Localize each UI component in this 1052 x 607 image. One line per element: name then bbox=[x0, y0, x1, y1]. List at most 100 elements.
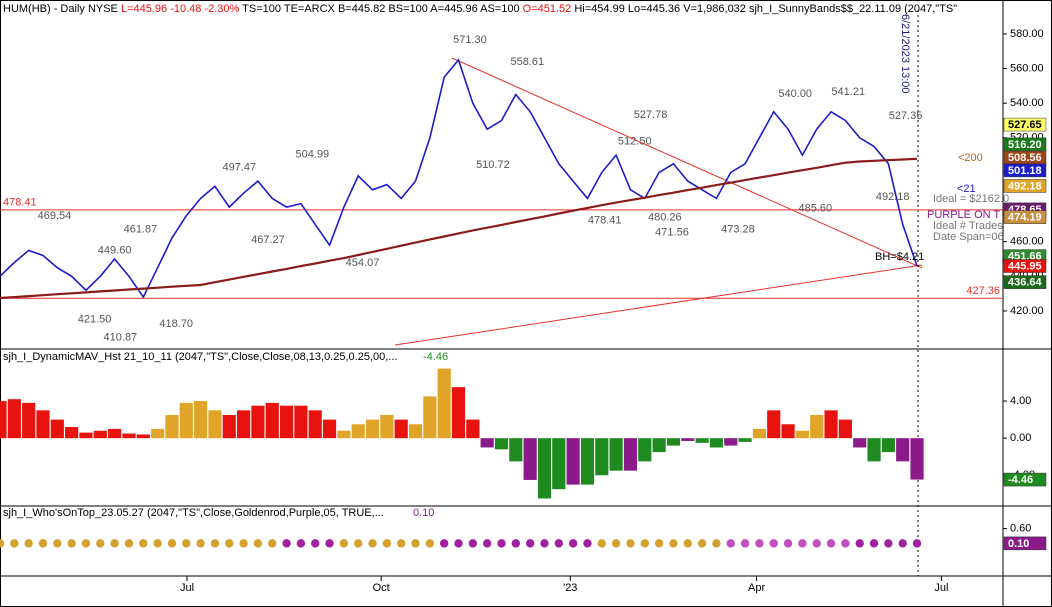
hist-bar bbox=[537, 438, 552, 499]
hist-bar bbox=[810, 414, 824, 439]
axis-marker bbox=[1003, 117, 1047, 132]
state-dot bbox=[268, 539, 277, 548]
hist-bar bbox=[896, 438, 910, 462]
hist-bar bbox=[36, 410, 50, 439]
state-dot bbox=[654, 539, 664, 548]
header-part: L=445.96 -10.48 -2.30% bbox=[121, 3, 240, 15]
price-line bbox=[0, 58, 918, 299]
hist-bar bbox=[509, 438, 523, 462]
state-dot bbox=[511, 539, 521, 548]
hist-bar bbox=[337, 430, 351, 439]
state-dot bbox=[397, 539, 406, 548]
state-dot bbox=[0, 539, 5, 548]
pivot-label: 571.30 bbox=[453, 34, 487, 46]
state-dot bbox=[182, 539, 191, 548]
pivot-label: 527.35 bbox=[889, 110, 923, 122]
state-dot bbox=[124, 539, 134, 548]
hist-bar bbox=[638, 438, 652, 462]
x-tick-label: Oct bbox=[373, 582, 390, 594]
state-dot bbox=[826, 539, 836, 548]
hist-bar bbox=[294, 405, 308, 439]
state-dot bbox=[38, 539, 48, 548]
axis-marker-label: -4.46 bbox=[1008, 474, 1033, 486]
note: Ideal = $2162.0 bbox=[933, 193, 1009, 205]
state-dot bbox=[368, 539, 377, 548]
hist-bar bbox=[695, 438, 709, 443]
state-dot bbox=[282, 539, 291, 548]
state-dot bbox=[311, 539, 320, 548]
axis-marker bbox=[1003, 210, 1047, 224]
state-dot bbox=[755, 539, 764, 548]
hist-bar bbox=[108, 428, 122, 439]
hist-bar bbox=[394, 419, 408, 439]
x-tick-label: Jul bbox=[180, 582, 194, 594]
state-dot bbox=[325, 539, 334, 548]
header-part: TS=100 TE=ARCX B=445.82 BS=100 A=445.96 … bbox=[239, 3, 522, 15]
panel-value: 0.10 bbox=[413, 507, 434, 519]
hist-bar bbox=[208, 410, 222, 439]
hist-bar bbox=[595, 438, 609, 476]
axis-marker-label: 492.18 bbox=[1008, 180, 1042, 192]
pivot-label: 541.21 bbox=[831, 86, 865, 98]
state-dot bbox=[425, 539, 435, 548]
axis-marker-label: 436.64 bbox=[1008, 277, 1043, 289]
state-dot bbox=[525, 539, 535, 548]
hist-bar bbox=[0, 401, 7, 439]
hist-bar bbox=[136, 434, 150, 439]
h-line-label: 478.41 bbox=[3, 197, 37, 209]
event-label: 6/21/2023 13:00 bbox=[899, 14, 911, 94]
hist-bar bbox=[867, 438, 881, 462]
state-dot bbox=[855, 539, 864, 548]
hist-bar bbox=[151, 428, 165, 439]
state-dot bbox=[67, 539, 76, 548]
header: HUM(HB) - Daily NYSE L=445.96 -10.48 -2.… bbox=[3, 3, 957, 15]
state-dot bbox=[583, 539, 592, 548]
hist-bar bbox=[251, 405, 265, 439]
pivot-label: 527.78 bbox=[634, 109, 668, 121]
hist-bar bbox=[566, 438, 580, 485]
hist-bar bbox=[451, 387, 466, 439]
hist-bar bbox=[365, 419, 380, 439]
hist-bar bbox=[22, 402, 36, 439]
hist-bar bbox=[351, 424, 365, 439]
trend-line bbox=[394, 264, 923, 346]
state-dot bbox=[354, 539, 363, 548]
state-dot bbox=[411, 539, 420, 548]
pivot-label: 454.07 bbox=[346, 257, 380, 269]
hist-bar bbox=[437, 368, 451, 439]
hist-bar bbox=[322, 419, 337, 439]
state-dot bbox=[439, 539, 449, 548]
state-dot bbox=[24, 539, 33, 548]
hist-bar bbox=[881, 438, 895, 453]
state-dot bbox=[239, 539, 248, 548]
state-dot bbox=[153, 539, 162, 548]
panel-value: -4.46 bbox=[423, 351, 448, 363]
state-dot bbox=[139, 539, 148, 548]
y-tick-label: 560.00 bbox=[1010, 62, 1044, 74]
hist-bar bbox=[93, 430, 107, 439]
note: Date Span=06 bbox=[933, 231, 1004, 243]
hist-bar bbox=[79, 432, 93, 439]
h-line-label: 427.36 bbox=[966, 285, 1000, 297]
hist-bar bbox=[709, 438, 724, 448]
state-dot bbox=[611, 539, 621, 548]
hist-bar bbox=[265, 402, 279, 439]
hist-bar bbox=[7, 399, 21, 439]
state-dot bbox=[568, 539, 578, 548]
hist-bar bbox=[236, 410, 251, 439]
state-dot bbox=[81, 539, 91, 548]
state-dot bbox=[10, 539, 19, 548]
hist-bar bbox=[724, 438, 738, 446]
y-tick-label: 580.00 bbox=[1010, 28, 1044, 40]
pivot-label: 469.54 bbox=[38, 210, 72, 222]
axis-marker bbox=[1003, 259, 1047, 273]
axis-marker-label: 508.56 bbox=[1008, 152, 1042, 164]
axis-marker bbox=[1003, 275, 1047, 289]
state-dot bbox=[339, 539, 349, 548]
axis-marker-label: 501.18 bbox=[1008, 165, 1042, 177]
hist-bar bbox=[50, 419, 64, 439]
y-tick-label: 460.00 bbox=[1010, 236, 1044, 248]
state-dot bbox=[296, 539, 306, 548]
pivot-label: 461.87 bbox=[124, 223, 158, 235]
